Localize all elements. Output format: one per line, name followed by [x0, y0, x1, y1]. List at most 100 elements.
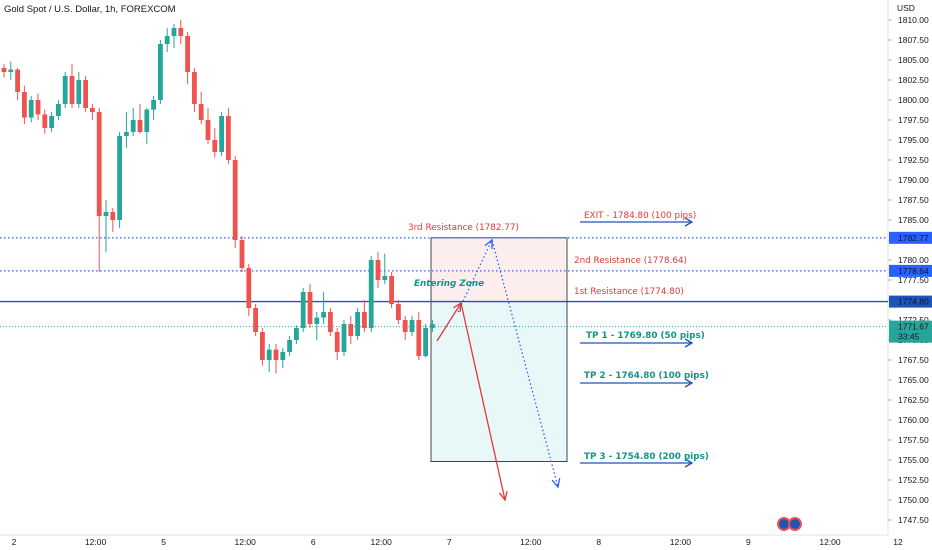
candle-body — [260, 332, 265, 360]
candle-body — [28, 100, 34, 118]
candle-body — [300, 292, 306, 328]
last-price-badge-countdown: 33:45 — [898, 332, 920, 342]
price-tick-label: 1752.50 — [898, 475, 929, 485]
price-tick-label: 1800.00 — [898, 95, 929, 105]
price-tick-label: 1757.50 — [898, 435, 929, 445]
candle-body — [382, 276, 388, 280]
price-tick-label: 1810.00 — [898, 15, 929, 25]
candle-body — [158, 44, 163, 100]
exit-label: EXIT - 1784.80 (100 pips) — [584, 211, 696, 221]
time-tick-label: 6 — [311, 537, 316, 547]
candle-body — [192, 72, 197, 104]
r2-price-badge — [889, 264, 932, 277]
flag-icons — [777, 517, 802, 531]
price-tick-label: 1787.50 — [898, 195, 929, 205]
entering-zone-label: Entering Zone — [414, 279, 484, 289]
price-tick-label: 1777.50 — [898, 275, 929, 285]
arrow-head — [684, 378, 694, 388]
price-tick-label: 1760.00 — [898, 415, 929, 425]
time-tick-label: 12:00 — [235, 537, 257, 547]
arrow-head — [498, 491, 508, 502]
time-tick-label: 12:00 — [670, 537, 692, 547]
candle-body — [56, 104, 61, 116]
candle-body — [212, 140, 218, 152]
candle-body — [368, 260, 374, 328]
price-tick-label: 1790.00 — [898, 175, 929, 185]
price-tick-label: 1767.50 — [898, 355, 929, 365]
r3-label: 3rd Resistance (1782.77) — [408, 223, 519, 233]
arrow-head — [551, 478, 561, 489]
candle-body — [151, 100, 156, 110]
time-tick-label: 12:00 — [520, 537, 542, 547]
candle-body — [246, 268, 252, 308]
last-price-badge-text: 1771.67 — [898, 322, 929, 332]
candle-body — [164, 36, 170, 44]
chart-title: Gold Spot / U.S. Dollar, 1h, FOREXCOM — [4, 4, 176, 15]
candle-body — [287, 340, 292, 352]
arrow-head — [453, 301, 462, 313]
time-tick-label: 12:00 — [85, 537, 107, 547]
candle-body — [205, 120, 211, 140]
price-tick-label: 1792.50 — [898, 155, 929, 165]
candle-body — [110, 212, 116, 220]
candle-body — [232, 160, 238, 240]
candle-body — [266, 349, 272, 360]
candle-body — [396, 304, 401, 320]
candle-body — [389, 276, 394, 304]
candle-body — [362, 312, 367, 328]
price-tick-label: 1772.50 — [898, 315, 929, 325]
reward-zone — [430, 301, 568, 463]
candle-body — [124, 132, 129, 136]
candle-body — [90, 108, 95, 112]
price-tick-label: 1750.00 — [898, 495, 929, 505]
price-tick-label: 1747.50 — [898, 515, 929, 525]
resistance-levels — [0, 237, 888, 328]
candle-body — [416, 320, 422, 356]
candle-body — [294, 328, 299, 340]
candle-body — [130, 120, 136, 132]
time-tick-label: 12 — [893, 537, 903, 547]
r3-price-badge-text: 1782.77 — [898, 233, 929, 243]
candle-body — [178, 28, 184, 36]
candle-body — [253, 308, 258, 332]
candle-body — [76, 80, 82, 104]
candle-body — [49, 116, 54, 128]
candle-body — [239, 240, 245, 268]
candle-body — [314, 317, 320, 324]
candle-body — [307, 292, 313, 324]
candle-body — [96, 112, 102, 216]
candle-body — [83, 80, 88, 108]
time-tick-label: 7 — [447, 537, 452, 547]
candle-body — [280, 352, 286, 360]
candle-body — [226, 116, 231, 160]
candle-body — [348, 324, 354, 336]
candle-body — [198, 104, 204, 120]
candle-body — [375, 260, 381, 280]
time-tick-label: 8 — [596, 537, 601, 547]
candle-body — [423, 328, 428, 356]
price-tick-label: 1795.00 — [898, 135, 929, 145]
price-tick-label: 1805.00 — [898, 55, 929, 65]
time-tick-label: 12:00 — [371, 537, 393, 547]
currency-label: USD — [897, 3, 915, 13]
price-tick-label: 1762.50 — [898, 395, 929, 405]
candle-body — [22, 92, 27, 118]
candle-body — [341, 324, 347, 352]
time-tick-label: 9 — [746, 537, 751, 547]
time-axis[interactable]: 2 12:00 5 12:00 6 12:00 7 12:00 8 12:00 9 12:00 12 — [12, 537, 903, 547]
candle-body — [35, 100, 41, 115]
candle-body — [355, 312, 360, 336]
risk-zone — [430, 237, 568, 302]
time-tick-label: 5 — [161, 537, 166, 547]
grid — [0, 0, 889, 536]
trade-zones — [430, 237, 568, 463]
candle-body — [321, 312, 326, 318]
candle-body — [42, 114, 48, 128]
price-tick-label: 1755.00 — [898, 455, 929, 465]
candle-body — [185, 36, 190, 72]
candle-body — [334, 332, 340, 352]
candles — [1, 20, 435, 374]
price-tick-label: 1765.00 — [898, 375, 929, 385]
